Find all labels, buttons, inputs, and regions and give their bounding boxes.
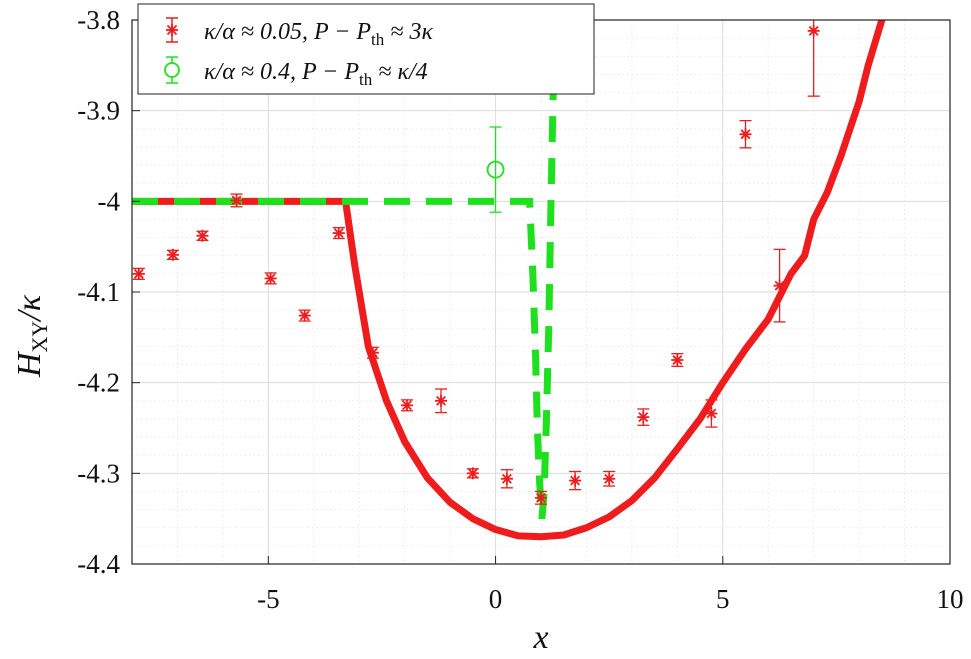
series-layer xyxy=(132,20,886,541)
x-tick-label: -5 xyxy=(257,584,280,614)
red-asterisk-marker xyxy=(672,355,683,365)
red-data-point xyxy=(196,229,209,242)
red-data-point xyxy=(332,226,345,240)
red-asterisk-marker xyxy=(774,280,785,291)
red-data-point xyxy=(466,467,479,480)
red-asterisk-marker xyxy=(501,473,512,484)
red-data-point xyxy=(264,272,277,285)
red-data-point xyxy=(230,193,243,208)
red-data-point xyxy=(569,470,582,491)
red-asterisk-marker xyxy=(197,230,208,241)
red-asterisk-marker xyxy=(265,273,276,284)
legend-asterisk-icon xyxy=(166,24,178,36)
y-axis-label: HXY/κ xyxy=(11,294,52,378)
red-asterisk-marker xyxy=(638,412,649,423)
red-data-point xyxy=(435,388,448,414)
red-asterisk-marker xyxy=(604,473,615,484)
red-asterisk-marker xyxy=(467,468,478,479)
red-asterisk-marker xyxy=(299,310,310,321)
y-tick-label: -4.3 xyxy=(77,458,120,488)
legend-entry-green: κ/α ≈ 0.4, P − Pth ≈ κ/4 xyxy=(164,56,428,89)
legend-circle-icon xyxy=(164,62,180,78)
red-data-point xyxy=(132,267,145,280)
y-axis-label-sub: XY xyxy=(27,321,52,353)
axis-ticks: -5 0 5 10 -4.4 -4.3 -4.2 -4.1 -4 -3.9 -3.8 xyxy=(77,5,963,614)
y-tick-label: -3.9 xyxy=(77,96,120,126)
legend: κ/α ≈ 0.05, P − Pth ≈ 3κ κ/α ≈ 0.4, P − … xyxy=(137,3,595,95)
green-dashed-curve xyxy=(132,20,559,519)
red-data-point xyxy=(400,399,413,412)
red-data-point xyxy=(166,248,179,261)
red-asterisk-marker xyxy=(706,408,717,419)
x-tick-label: 10 xyxy=(937,584,964,614)
red-data-point xyxy=(739,119,752,149)
red-data-point xyxy=(298,309,311,322)
y-tick-label: -4.2 xyxy=(77,368,120,398)
red-data-point xyxy=(705,399,718,428)
red-asterisk-marker xyxy=(333,228,344,239)
green-data-point xyxy=(486,126,505,213)
red-data-point xyxy=(671,353,684,367)
red-asterisk-marker xyxy=(808,25,819,36)
red-data-point xyxy=(773,248,786,323)
green-circle-marker xyxy=(486,160,505,179)
legend-box xyxy=(137,3,595,95)
x-tick-label: 0 xyxy=(489,584,503,614)
red-data-point xyxy=(603,470,616,487)
red-asterisk-marker xyxy=(231,195,242,206)
y-tick-label: -4.1 xyxy=(77,277,120,307)
legend-entry-red: κ/α ≈ 0.05, P − Pth ≈ 3κ xyxy=(166,17,433,49)
red-data-point xyxy=(807,20,820,97)
red-data-point xyxy=(500,469,513,489)
x-tick-label: 5 xyxy=(716,584,730,614)
red-data-point xyxy=(535,490,547,505)
red-asterisk-marker xyxy=(570,475,581,486)
red-asterisk-marker xyxy=(536,492,546,503)
red-curve-line xyxy=(132,20,886,541)
y-tick-label: -4 xyxy=(98,186,121,216)
y-tick-label: -4.4 xyxy=(77,549,120,579)
red-data-point xyxy=(637,408,650,426)
red-asterisk-marker xyxy=(167,249,178,260)
legend-label-red: κ/α ≈ 0.05, P − Pth ≈ 3κ xyxy=(204,19,433,49)
y-tick-label: -3.8 xyxy=(77,5,120,35)
red-asterisk-marker xyxy=(740,129,751,140)
y-axis-label-main: H xyxy=(11,350,48,378)
red-asterisk-marker xyxy=(401,400,412,411)
red-asterisk-marker xyxy=(436,395,446,406)
red-asterisk-marker xyxy=(367,347,378,358)
red-data-point xyxy=(366,346,379,359)
legend-label-green: κ/α ≈ 0.4, P − Pth ≈ κ/4 xyxy=(204,59,428,89)
red-asterisk-marker xyxy=(133,268,144,279)
x-axis-label: x xyxy=(532,619,548,656)
y-axis-label-tail: /κ xyxy=(11,294,48,322)
